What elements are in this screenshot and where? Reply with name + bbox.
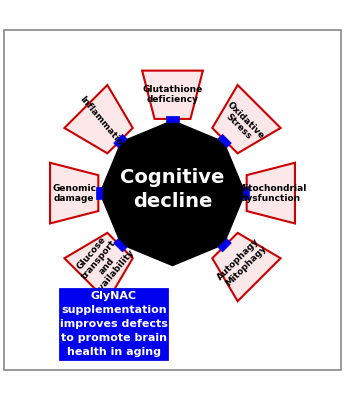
Polygon shape — [166, 116, 179, 122]
Text: Inflammation: Inflammation — [78, 94, 128, 152]
FancyBboxPatch shape — [60, 289, 167, 359]
Text: Autophagy
Mitophagy: Autophagy Mitophagy — [216, 236, 268, 289]
Polygon shape — [142, 71, 203, 119]
Polygon shape — [212, 85, 280, 153]
Polygon shape — [218, 134, 231, 148]
Polygon shape — [114, 239, 127, 252]
Polygon shape — [247, 163, 295, 224]
Polygon shape — [212, 233, 280, 301]
Polygon shape — [65, 233, 133, 301]
Polygon shape — [50, 163, 98, 224]
Text: Mitochondrial
dysfunction: Mitochondrial dysfunction — [236, 184, 306, 203]
Polygon shape — [243, 187, 249, 199]
Text: GlyNAC
supplementation
improves defects
to promote brain
health in aging: GlyNAC supplementation improves defects … — [60, 291, 168, 357]
Polygon shape — [96, 187, 102, 199]
Polygon shape — [218, 239, 231, 252]
Polygon shape — [65, 85, 133, 153]
Text: Cognitive
decline: Cognitive decline — [120, 168, 225, 211]
Polygon shape — [100, 121, 245, 266]
Text: Glutathione
deficiency: Glutathione deficiency — [142, 85, 203, 104]
Text: Oxidative
Stress: Oxidative Stress — [218, 100, 266, 148]
Text: Genomic
damage: Genomic damage — [52, 184, 96, 203]
Polygon shape — [114, 134, 127, 148]
Text: Glucose
transport
and
Availability: Glucose transport and Availability — [70, 228, 136, 297]
